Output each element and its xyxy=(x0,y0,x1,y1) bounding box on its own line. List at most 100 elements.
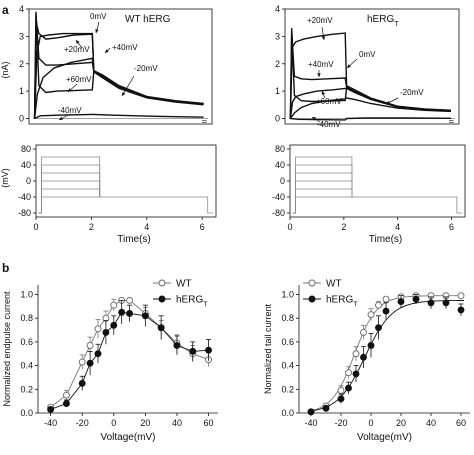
hergt-voltage-annotation: +60mV xyxy=(316,97,342,106)
tail-data-point xyxy=(345,369,352,377)
tail-xtick-label: -40 xyxy=(304,418,317,428)
tail-legend-label-subscript: T xyxy=(353,301,358,308)
chart-endpulse-current: 0.0 0.2 0.4 0.6 0.8 1.0 -40 -20 0 20 40 60 Voltage(m… xyxy=(2,279,218,443)
wt-voltage-annotation: +20mV xyxy=(64,45,90,54)
wt-trace xyxy=(34,113,204,120)
hergt-voltage-annotation: +20mV xyxy=(307,16,333,25)
wt-protocol-ytick-label: -40 xyxy=(18,192,31,202)
hergt-protocol-step-trace xyxy=(292,188,353,214)
wt-protocol-ytick-label: 80 xyxy=(21,144,31,154)
hergt-protocol-ytick-label: 80 xyxy=(275,144,285,154)
hergt-voltage-annotation: -20mV xyxy=(400,88,424,97)
endpulse-ytick-label: 1.0 xyxy=(20,289,33,299)
endpulse-xlabel: Voltage(mV) xyxy=(100,432,155,443)
hergt-voltage-annotation: +40mV xyxy=(308,60,334,69)
wt-protocol-step-trace xyxy=(38,188,101,214)
wt-voltage-annotation: +40mV xyxy=(112,43,138,52)
hergt-axis-break: ≈ xyxy=(449,117,454,127)
tail-data-point xyxy=(382,295,390,303)
hergt-chart-title-subscript: T xyxy=(394,21,399,28)
hergt-protocol-xtick-label: 4 xyxy=(395,222,400,232)
chart-wt-herg-current: 0 1 2 3 4 ≈ (nA) WT hERG 0mV +20mV +40mV +60mV -20mV… xyxy=(0,4,213,127)
endpulse-data-point xyxy=(78,379,86,387)
tail-data-point xyxy=(337,395,345,403)
hergt-annotation-arrowhead xyxy=(312,117,316,121)
endpulse-xtick-label: -40 xyxy=(44,418,57,428)
endpulse-ytick-label: 0.4 xyxy=(20,361,33,371)
wt-protocol-xtick-label: 6 xyxy=(200,222,205,232)
tail-data-point xyxy=(457,306,465,314)
hergt-plot-frame xyxy=(284,8,460,125)
tail-data-point xyxy=(382,307,390,315)
endpulse-data-point xyxy=(110,321,118,329)
hergt-protocol-xlabel: Time(s) xyxy=(369,234,403,245)
wt-voltage-annotation: 0mV xyxy=(90,12,107,21)
endpulse-data-point xyxy=(157,324,165,332)
tail-xtick-label: 20 xyxy=(396,418,406,428)
endpulse-data-point xyxy=(94,350,102,358)
hergt-ytick-label: 0 xyxy=(275,114,280,124)
wt-protocol-tail-trace xyxy=(99,196,214,214)
hergt-trace xyxy=(289,97,452,119)
wt-ytick-label: 1 xyxy=(19,86,24,96)
hergt-trace xyxy=(290,117,452,121)
tail-ytick-label: 0.8 xyxy=(281,313,294,323)
hergt-protocol-step-trace xyxy=(292,156,353,214)
endpulse-xtick-label: 0 xyxy=(111,418,116,428)
endpulse-legend-marker xyxy=(158,295,166,303)
tail-xtick-label: 0 xyxy=(368,418,373,428)
tail-data-point xyxy=(352,370,360,378)
tail-data-point xyxy=(322,404,330,412)
panel-label-b: b xyxy=(2,261,9,275)
wt-protocol-xtick-label: 4 xyxy=(144,222,149,232)
wt-trace xyxy=(33,11,204,119)
wt-axis-break: ≈ xyxy=(202,117,207,127)
hergt-annotation-arrowhead xyxy=(386,100,390,104)
tail-xlabel: Voltage(mV) xyxy=(357,432,412,443)
endpulse-data-point xyxy=(173,341,181,349)
endpulse-legend-label-subscript: T xyxy=(203,301,208,308)
endpulse-data-point xyxy=(62,391,70,399)
hergt-ytick-label: 1 xyxy=(275,86,280,96)
tail-fit-curve xyxy=(307,300,464,412)
endpulse-legend-marker xyxy=(158,279,166,287)
wt-protocol-ytick-label: 40 xyxy=(21,160,31,170)
tail-ytick-label: 0.4 xyxy=(281,361,294,371)
tail-legend-label: WT xyxy=(326,279,342,290)
wt-protocol-xlabel: Time(s) xyxy=(117,234,151,245)
wt-ylabel: (nA) xyxy=(0,61,10,78)
tail-data-point xyxy=(360,353,367,361)
tail-data-point xyxy=(427,299,435,307)
tail-legend-marker xyxy=(308,279,316,287)
tail-data-point xyxy=(375,301,382,309)
tail-xtick-label: 40 xyxy=(426,418,436,428)
hergt-annotation-arrowhead xyxy=(321,36,326,40)
wt-chart-title: WT hERG xyxy=(125,14,171,25)
tail-xtick-label: 60 xyxy=(456,418,466,428)
wt-annotation-arrowhead xyxy=(59,116,63,120)
endpulse-data-point xyxy=(205,346,212,354)
tail-data-point xyxy=(457,292,465,300)
wt-ytick-label: 4 xyxy=(19,4,24,14)
wt-ytick-label: 2 xyxy=(19,59,24,69)
endpulse-series-line xyxy=(50,311,209,410)
hergt-protocol-step-trace xyxy=(292,196,352,214)
endpulse-data-point xyxy=(78,358,86,366)
hergt-protocol-xtick-label: 0 xyxy=(287,222,292,232)
wt-voltage-annotation: -20mV xyxy=(134,64,158,73)
endpulse-ytick-label: 0.0 xyxy=(20,408,33,418)
hergt-trace xyxy=(289,28,452,119)
endpulse-data-point xyxy=(110,301,118,309)
hergt-ytick-label: 3 xyxy=(275,31,280,41)
wt-plot-frame xyxy=(28,8,213,125)
wt-protocol-step-trace xyxy=(38,196,100,214)
chart-hergt-current: 0 1 2 3 4 ≈ hERGT +20mV +40mV 0mV +60mV -20mV -40mV xyxy=(275,4,460,129)
endpulse-data-point xyxy=(102,328,110,336)
wt-trace xyxy=(33,57,204,119)
endpulse-data-point xyxy=(86,341,94,349)
endpulse-data-point xyxy=(86,359,94,367)
tail-ylabel: Normalized tail current xyxy=(263,303,273,394)
tail-data-point xyxy=(307,408,315,416)
hergt-protocol-xtick-label: 6 xyxy=(449,222,454,232)
